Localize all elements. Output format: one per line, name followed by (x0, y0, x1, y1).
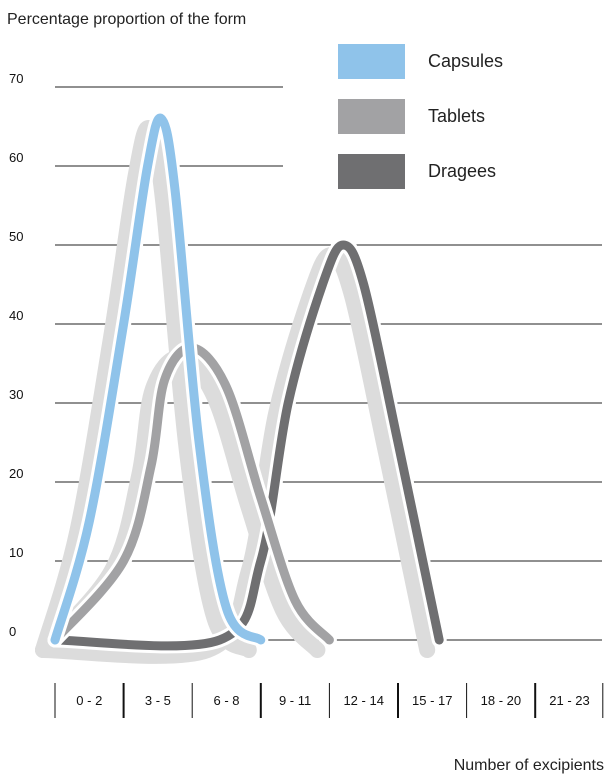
legend-item-capsules: Capsules (338, 44, 578, 80)
x-axis-title: Number of excipients (453, 757, 604, 774)
y-tick-label-50: 50 (9, 229, 23, 244)
x-tick-label-0: 0 - 2 (76, 693, 102, 708)
y-tick-label-70: 70 (9, 71, 23, 86)
legend-swatch-tablets (338, 99, 405, 134)
y-axis-title: Percentage proportion of the form (7, 11, 247, 28)
legend-item-tablets: Tablets (338, 99, 578, 135)
x-tick-label-4: 12 - 14 (343, 693, 383, 708)
x-tick-label-5: 15 - 17 (412, 693, 452, 708)
y-tick-label-30: 30 (9, 387, 23, 402)
y-tick-label-10: 10 (9, 545, 23, 560)
x-tick-label-7: 21 - 23 (549, 693, 589, 708)
series-line-capsules (50, 113, 266, 645)
series-lines (47, 110, 447, 654)
y-axis-ticks: 0 10 20 30 40 50 60 70 (9, 71, 23, 639)
legend-label-tablets: Tablets (428, 106, 486, 126)
x-tick-label-6: 18 - 20 (481, 693, 521, 708)
legend-swatch-capsules (338, 44, 405, 79)
y-tick-label-60: 60 (9, 150, 23, 165)
legend-label-capsules: Capsules (428, 51, 504, 71)
legend-swatch-dragees (338, 154, 405, 189)
x-axis: 0 - 2 3 - 5 6 - 8 9 - 11 12 - 14 15 - 17 18 - … (54, 683, 604, 718)
y-tick-label-20: 20 (9, 466, 23, 481)
x-tick-label-2: 6 - 8 (213, 693, 239, 708)
x-tick-label-1: 3 - 5 (145, 693, 171, 708)
legend-item-dragees: Dragees (338, 154, 578, 190)
x-tick-label-3: 9 - 11 (279, 693, 311, 708)
legend-label-dragees: Dragees (428, 161, 497, 181)
y-tick-label-40: 40 (9, 308, 23, 323)
y-tick-label-0: 0 (9, 624, 16, 639)
